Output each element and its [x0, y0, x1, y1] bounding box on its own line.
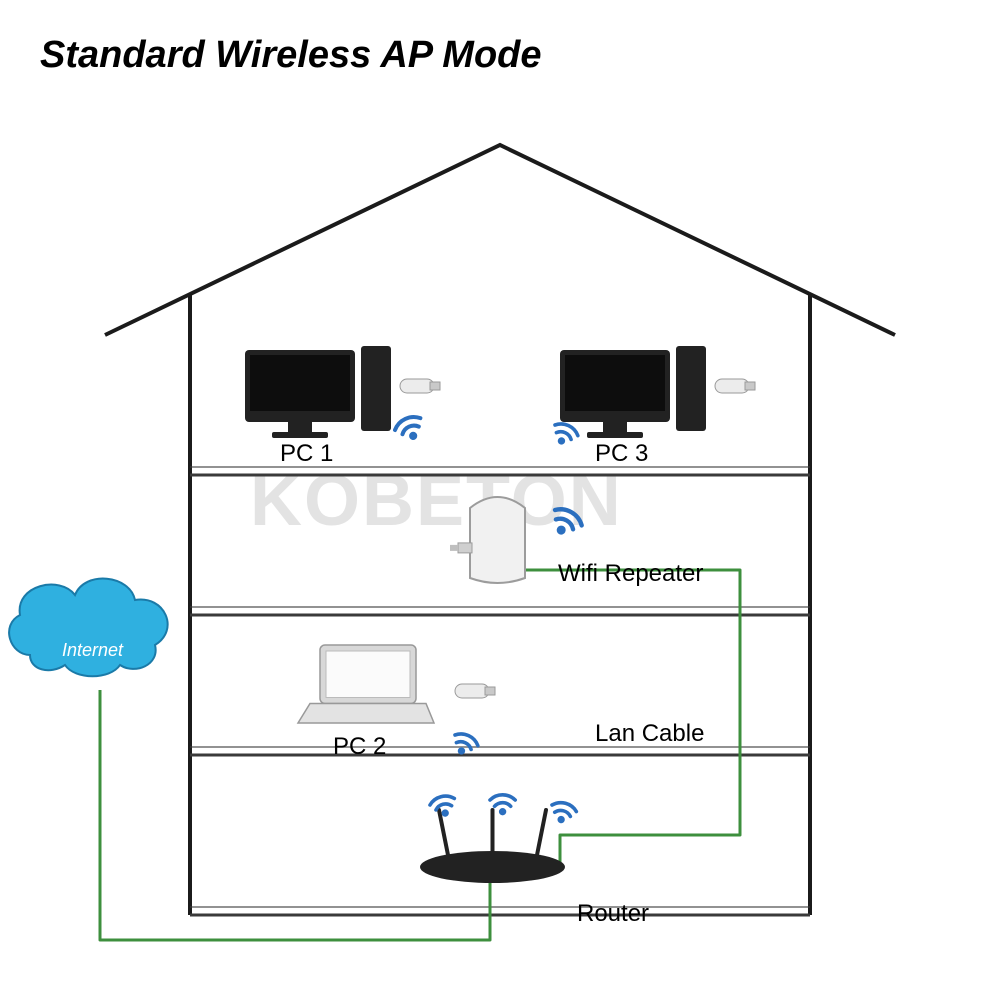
diagram-stage: Standard Wireless AP Mode KOBETON [0, 0, 1000, 1000]
wifi-icon-6 [548, 800, 578, 826]
label-pc2: PC 2 [333, 733, 386, 761]
usb-dongle3 [715, 379, 755, 393]
label-internet: Internet [62, 640, 123, 661]
device-router [420, 810, 565, 883]
device-repeater [450, 497, 525, 583]
usb-dongle2 [455, 684, 495, 698]
wifi-icon-4 [429, 794, 459, 820]
label-lan: Lan Cable [595, 720, 704, 748]
wifi-icon-0 [393, 413, 428, 445]
device-pc3 [560, 346, 706, 438]
diagram-svg [0, 0, 1000, 1000]
label-pc3: PC 3 [595, 440, 648, 468]
wifi-icon-1 [549, 420, 580, 449]
usb-dongle1 [400, 379, 440, 393]
label-pc1: PC 1 [280, 440, 333, 468]
device-pc1 [245, 346, 391, 438]
wifi-icon-3 [546, 505, 585, 542]
internet-cloud [9, 579, 168, 677]
label-repeater: Wifi Repeater [558, 560, 703, 588]
device-laptop [298, 645, 434, 723]
label-router: Router [577, 900, 649, 928]
